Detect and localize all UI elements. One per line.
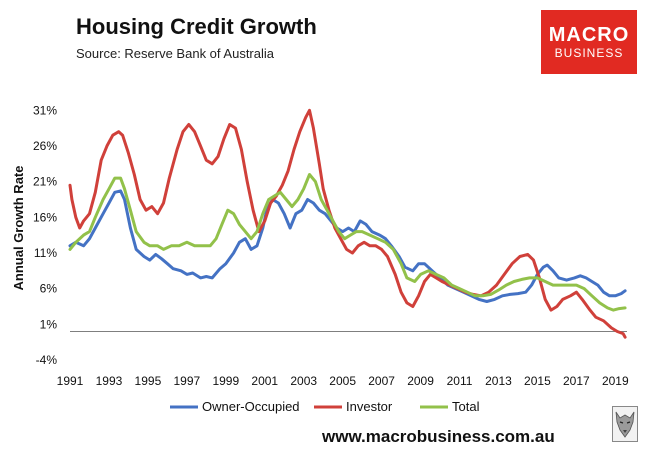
y-tick-label: 26% [33, 139, 57, 153]
x-tick-label: 2001 [251, 374, 278, 388]
series-line-investor [68, 108, 627, 339]
macrobusiness-logo: MACRO BUSINESS [541, 10, 637, 74]
x-tick-label: 2013 [485, 374, 512, 388]
y-tick-label: 6% [40, 282, 58, 296]
x-tick-label: 1991 [57, 374, 84, 388]
x-tick-label: 2003 [290, 374, 317, 388]
y-tick-label: -4% [36, 353, 58, 367]
y-tick-label: 31% [33, 103, 57, 117]
x-tick-label: 1997 [174, 374, 201, 388]
legend-label: Total [452, 399, 480, 414]
x-tick-label: 2005 [329, 374, 356, 388]
legend-label: Investor [346, 399, 393, 414]
y-tick-label: 11% [34, 246, 57, 260]
chart-subtitle: Source: Reserve Bank of Australia [76, 46, 274, 61]
y-tick-label: 21% [33, 175, 57, 189]
legend-label: Owner-Occupied [202, 399, 300, 414]
y-tick-label: 16% [33, 210, 57, 224]
logo-line-2: BUSINESS [554, 46, 624, 60]
y-tick-label: 1% [40, 317, 58, 331]
logo-line-1: MACRO [548, 24, 630, 46]
x-tick-label: 1995 [135, 374, 162, 388]
x-tick-label: 2017 [563, 374, 590, 388]
x-tick-label: 2015 [524, 374, 551, 388]
chart-title: Housing Credit Growth [76, 14, 317, 39]
website-url: www.macrobusiness.com.au [322, 427, 555, 446]
x-tick-label: 1999 [212, 374, 239, 388]
x-tick-label: 2019 [602, 374, 629, 388]
x-tick-label: 2007 [368, 374, 395, 388]
series-line-total [68, 173, 627, 312]
y-axis-label: Annual Growth Rate [11, 166, 26, 291]
x-tick-label: 2009 [407, 374, 434, 388]
wolf-logo-icon [612, 406, 638, 442]
x-tick-label: 2011 [447, 374, 473, 388]
x-tick-label: 1993 [96, 374, 123, 388]
